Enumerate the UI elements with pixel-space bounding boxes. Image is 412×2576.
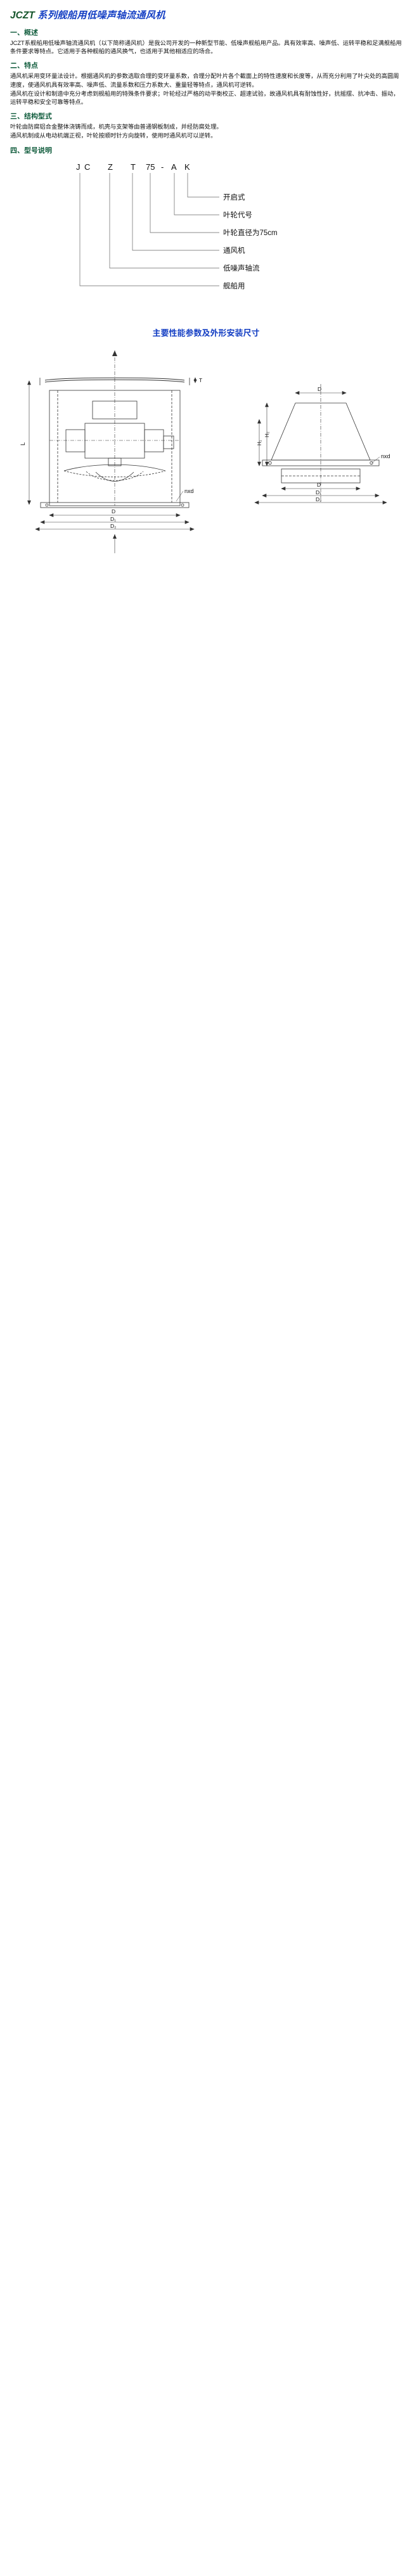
- svg-text:D₁: D₁: [316, 489, 321, 496]
- svg-text:75: 75: [146, 162, 155, 172]
- svg-text:L: L: [20, 442, 26, 445]
- svg-text:叶轮直径为75cm: 叶轮直径为75cm: [223, 228, 278, 237]
- svg-text:Z: Z: [108, 162, 113, 172]
- svg-text:D₂: D₂: [316, 496, 321, 503]
- svg-text:通风机: 通风机: [223, 246, 245, 255]
- svg-text:-: -: [161, 162, 164, 172]
- svg-text:T: T: [199, 377, 202, 383]
- svg-text:C: C: [84, 162, 90, 172]
- svg-text:nxd: nxd: [184, 488, 194, 494]
- svg-text:T: T: [131, 162, 136, 172]
- svg-text:H₂: H₂: [264, 432, 270, 437]
- svg-text:K: K: [184, 162, 190, 172]
- svg-text:舰船用: 舰船用: [223, 281, 245, 290]
- svg-text:nxd: nxd: [381, 453, 390, 459]
- svg-text:开启式: 开启式: [223, 193, 245, 202]
- svg-text:低噪声轴流: 低噪声轴流: [223, 264, 260, 272]
- svg-text:D₁: D₁: [110, 516, 116, 522]
- svg-text:D₂: D₂: [110, 523, 116, 529]
- svg-text:D: D: [318, 386, 321, 392]
- svg-text:J: J: [76, 162, 80, 172]
- svg-text:D: D: [317, 482, 321, 488]
- svg-text:D: D: [112, 508, 115, 515]
- svg-text:A: A: [171, 162, 177, 172]
- svg-text:叶轮代号: 叶轮代号: [223, 210, 252, 219]
- svg-text:H₁: H₁: [257, 440, 262, 445]
